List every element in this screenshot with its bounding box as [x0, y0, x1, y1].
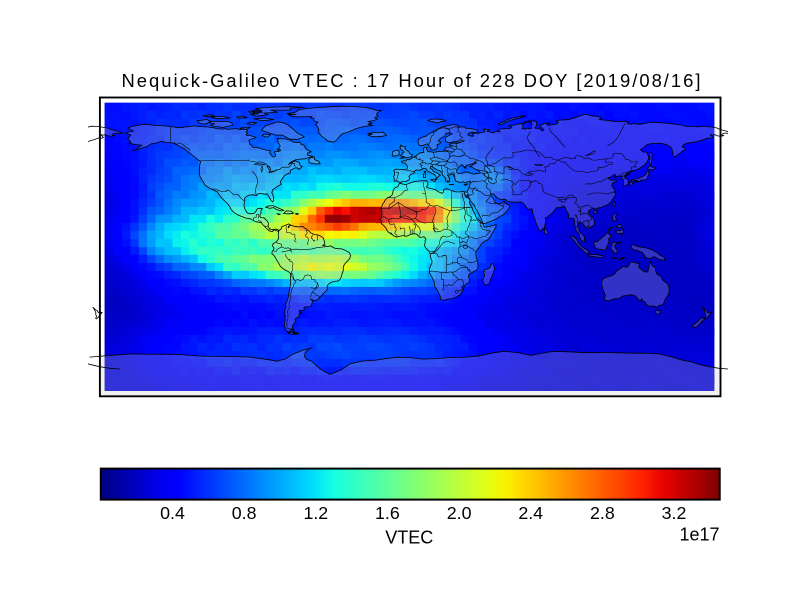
svg-text:1.2: 1.2	[303, 503, 328, 523]
svg-text:2.0: 2.0	[447, 503, 472, 523]
svg-text:1.6: 1.6	[375, 503, 400, 523]
svg-text:0.4: 0.4	[160, 503, 185, 523]
svg-text:Nequick-Galileo VTEC : 17 Hour: Nequick-Galileo VTEC : 17 Hour of 228 DO…	[122, 70, 703, 91]
svg-text:0.8: 0.8	[232, 503, 257, 523]
svg-text:VTEC: VTEC	[385, 527, 433, 547]
svg-text:2.8: 2.8	[590, 503, 615, 523]
svg-text:2.4: 2.4	[518, 503, 543, 523]
svg-text:1e17: 1e17	[679, 525, 719, 545]
svg-text:3.2: 3.2	[662, 503, 687, 523]
